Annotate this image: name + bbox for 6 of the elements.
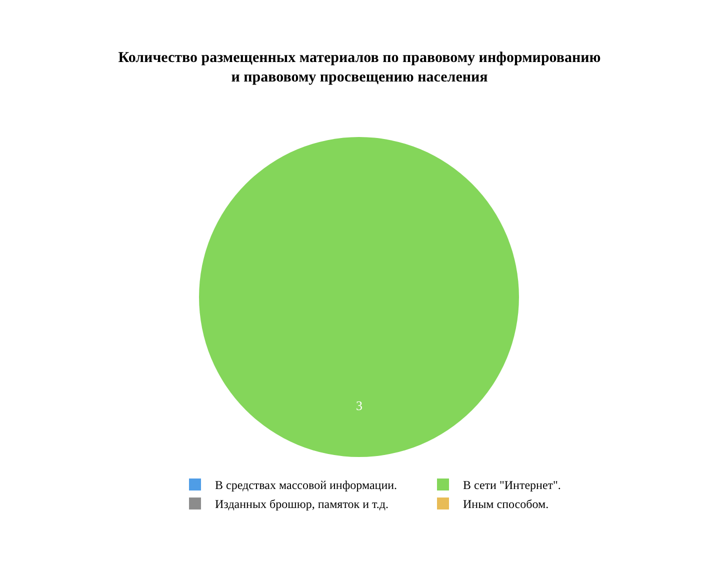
legend-label: В сети "Интернет". (463, 478, 561, 492)
legend-label: Изданных брошюр, памяток и т.д. (215, 497, 388, 512)
legend-label: В средствах массовой информации. (215, 478, 398, 492)
legend-label: Иным способом. (463, 497, 549, 512)
data-label: 3 (356, 398, 362, 413)
chart-title: Количество размещенных материалов по правовому информированию и правовому просвещению населения (118, 50, 601, 86)
